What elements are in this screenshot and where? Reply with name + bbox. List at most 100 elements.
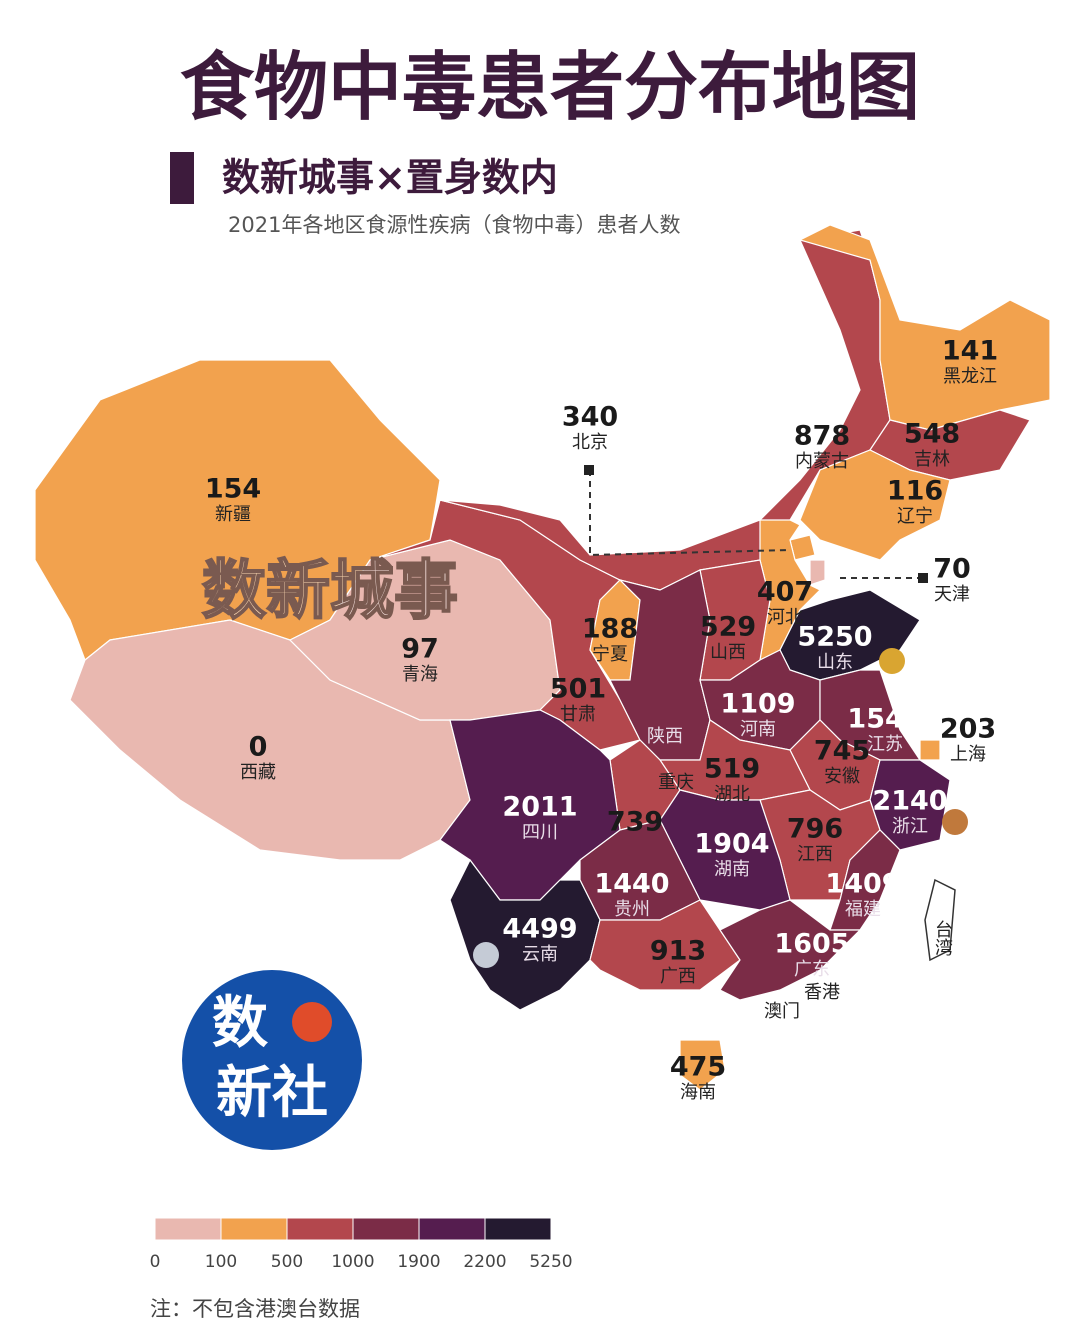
region-name: 河北 — [767, 607, 803, 628]
region-value: 141 — [942, 336, 998, 367]
legend-swatch — [352, 1217, 420, 1241]
region-name: 广东 — [794, 959, 830, 980]
medal-bronze — [942, 809, 968, 835]
region-name: 江苏 — [867, 734, 903, 755]
place-name: 澳门 — [764, 1001, 800, 1022]
region-value: 475 — [670, 1052, 726, 1083]
region-name: 浙江 — [892, 816, 928, 837]
caption: 2021年各地区食源性疾病（食物中毒）患者人数 — [228, 213, 680, 237]
province — [719, 899, 862, 1001]
note: 注：不包含港澳台数据 — [150, 1297, 360, 1321]
region-name: 福建 — [845, 899, 881, 920]
region-name: 广西 — [660, 966, 696, 987]
region-value: 1605 — [774, 929, 849, 960]
legend-swatch — [418, 1217, 486, 1241]
province — [809, 559, 826, 586]
region-value: 188 — [582, 614, 638, 645]
legend-label: 0 — [150, 1252, 161, 1272]
legend-label: 100 — [205, 1252, 237, 1272]
region-name: 甘肃 — [560, 704, 596, 725]
region-name: 江西 — [797, 844, 833, 865]
medal-silver — [473, 942, 499, 968]
taiwan — [924, 878, 956, 962]
region-value: 5250 — [797, 622, 872, 653]
region-name: 山东 — [817, 652, 853, 673]
region-name: 青海 — [402, 664, 438, 685]
province — [679, 1039, 726, 1091]
legend-label: 1900 — [397, 1252, 440, 1272]
legend-swatch — [220, 1217, 288, 1241]
region-value: 203 — [940, 714, 996, 745]
legend: 0 100 500 1000 1900 2200 5250 — [150, 1217, 573, 1272]
logo-text: 数 — [212, 991, 268, 1056]
region-value: 407 — [757, 577, 813, 608]
region-value: 519 — [704, 754, 760, 785]
region-value: 97 — [401, 634, 439, 665]
region-name: 宁夏 — [592, 644, 628, 665]
medal-gold — [879, 648, 905, 674]
region-name: 四川 — [522, 822, 558, 843]
region-name: 天津 — [934, 584, 970, 605]
region-name: 湖南 — [714, 859, 750, 880]
region-value: 1440 — [594, 869, 669, 900]
region-value: 0 — [249, 732, 268, 763]
region-value: 1409 — [825, 869, 900, 900]
region-name: 海南 — [680, 1082, 716, 1103]
watermark: 数新城事 — [202, 555, 458, 629]
province — [799, 449, 951, 561]
region-value: 2011 — [502, 792, 577, 823]
legend-swatch — [484, 1217, 552, 1241]
legend-swatch — [286, 1217, 354, 1241]
region-value: 548 — [904, 419, 960, 450]
region-value: 878 — [794, 421, 850, 452]
logo-text: 新社 — [216, 1061, 328, 1126]
region-name: 陕西 — [647, 726, 683, 747]
region-name: 上海 — [950, 744, 986, 765]
title: 食物中毒患者分布地图 — [180, 45, 920, 131]
region-name: 辽宁 — [897, 506, 933, 527]
region-value: 1904 — [694, 829, 769, 860]
region-value: 745 — [814, 736, 870, 767]
region-value: 340 — [562, 402, 618, 433]
region-value: 116 — [887, 476, 943, 507]
region-name: 重庆 — [658, 772, 694, 793]
region-value: 796 — [787, 814, 843, 845]
title-bar — [170, 152, 194, 204]
region-value: 529 — [700, 612, 756, 643]
logo-icon — [292, 1002, 332, 1042]
region-name: 黑龙江 — [943, 366, 997, 387]
region-name: 贵州 — [614, 899, 650, 920]
region-value: 4499 — [502, 914, 577, 945]
region-name: 西藏 — [240, 762, 276, 783]
region-value: 501 — [550, 674, 606, 705]
map — [34, 224, 1051, 1091]
region-value: 2140 — [872, 786, 947, 817]
region-value: 154 — [205, 474, 261, 505]
region-name: 安徽 — [824, 766, 860, 787]
region-value: 1109 — [720, 689, 795, 720]
region-value: 739 — [607, 807, 663, 838]
leader-dot — [918, 573, 928, 583]
region-name: 新疆 — [215, 504, 251, 525]
legend-swatch — [154, 1217, 222, 1241]
legend-label: 500 — [271, 1252, 303, 1272]
region-name: 湖北 — [714, 784, 750, 805]
province — [589, 899, 741, 991]
region-name: 河南 — [740, 719, 776, 740]
region-name: 云南 — [522, 944, 558, 965]
region-value: 1548 — [847, 704, 922, 735]
region-name: 山西 — [710, 642, 746, 663]
place-name: 台湾 — [932, 920, 953, 957]
legend-label: 1000 — [331, 1252, 374, 1272]
leader-dot — [584, 465, 594, 475]
legend-label: 5250 — [529, 1252, 572, 1272]
legend-label: 2200 — [463, 1252, 506, 1272]
region-value: 70 — [933, 554, 971, 585]
brand: 数新城事×置身数内 — [222, 156, 558, 200]
region-name: 内蒙古 — [795, 451, 849, 472]
province — [919, 739, 941, 761]
region-value: 913 — [650, 936, 706, 967]
region-name: 吉林 — [914, 449, 950, 470]
